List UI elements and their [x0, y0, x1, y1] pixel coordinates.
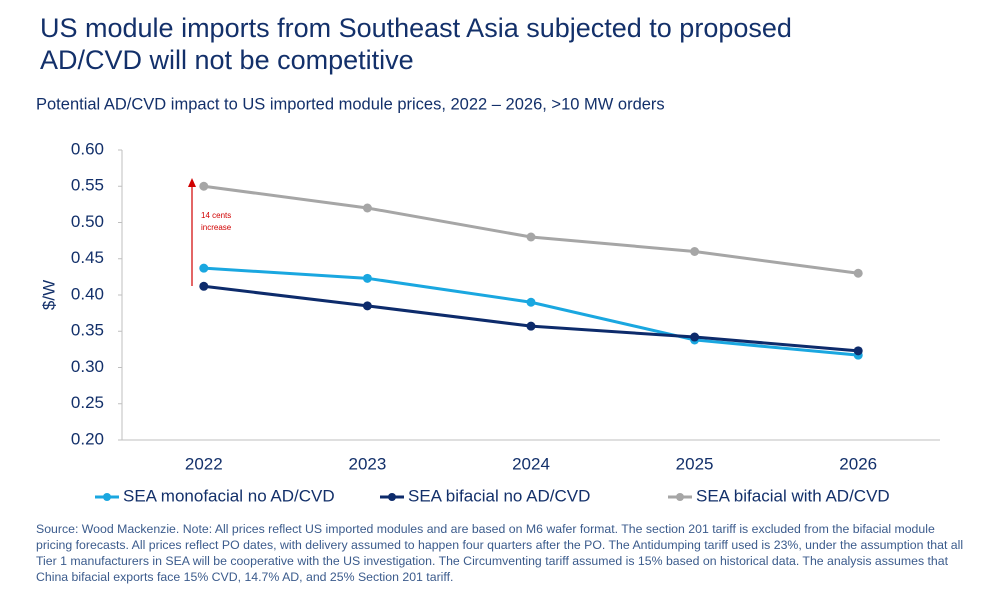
x-tick-label: 2024: [512, 454, 550, 473]
y-axis-label: $/W: [39, 280, 58, 310]
data-point: [362, 301, 372, 311]
y-tick-label: 0.55: [71, 176, 104, 195]
y-tick-label: 0.20: [71, 429, 104, 448]
x-tick-label: 2026: [839, 454, 877, 473]
data-point: [526, 321, 536, 331]
legend-marker: [676, 493, 684, 501]
data-point: [690, 332, 700, 342]
y-tick-label: 0.50: [71, 212, 104, 231]
data-point: [526, 232, 536, 242]
data-point: [199, 281, 209, 291]
data-point: [853, 346, 863, 356]
annotation: 14 cents: [201, 211, 231, 220]
data-point: [362, 273, 372, 283]
legend-marker: [388, 493, 396, 501]
y-tick-label: 0.35: [71, 321, 104, 340]
chart: US module imports from Southeast Asia su…: [36, 13, 940, 505]
y-tick-label: 0.40: [71, 284, 104, 303]
data-point: [526, 297, 536, 307]
legend-label: SEA monofacial no AD/CVD: [123, 486, 335, 505]
data-point: [690, 247, 700, 256]
chart-subtitle: Potential AD/CVD impact to US imported m…: [36, 95, 665, 113]
legend-marker: [103, 493, 111, 501]
x-tick-label: 2022: [185, 454, 223, 473]
y-tick-label: 0.30: [71, 357, 104, 376]
series-line: [203, 184, 859, 275]
data-point: [199, 263, 209, 273]
annotation: increase: [201, 223, 232, 232]
legend-label: SEA bifacial no AD/CVD: [408, 486, 590, 505]
legend-label: SEA bifacial with AD/CVD: [696, 486, 890, 505]
data-point: [853, 268, 863, 278]
y-tick-label: 0.45: [71, 248, 104, 267]
source-note: Source: Wood Mackenzie. Note: All prices…: [36, 522, 964, 584]
chart-title: US module imports from Southeast Asia su…: [40, 13, 792, 43]
series-line: [203, 284, 859, 353]
data-point: [362, 203, 372, 213]
data-point: [199, 181, 209, 191]
y-tick-label: 0.60: [71, 139, 104, 158]
x-tick-label: 2025: [676, 454, 714, 473]
x-tick-label: 2023: [348, 454, 386, 473]
y-tick-label: 0.25: [71, 393, 104, 412]
chart-title: AD/CVD will not be competitive: [40, 45, 414, 75]
arrow-head: [188, 178, 196, 187]
